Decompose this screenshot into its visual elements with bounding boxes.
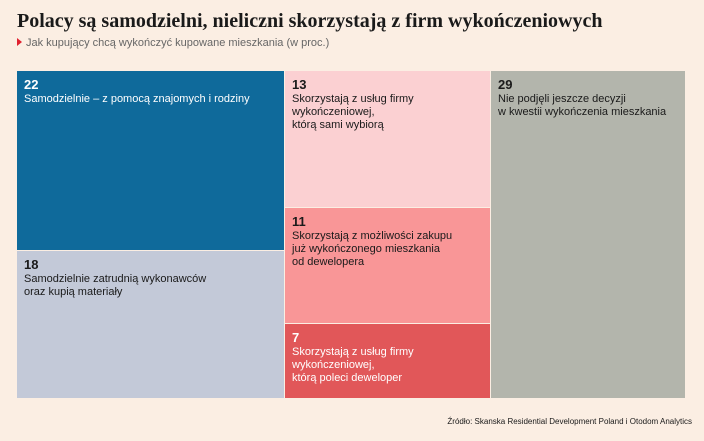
- treemap-chart: 22 Samodzielnie – z pomocą znajomych i ro…: [17, 71, 687, 398]
- cell-label: Nie podjęli jeszcze decyzji w kwestii wy…: [498, 93, 667, 118]
- cell-value: 7: [292, 330, 300, 345]
- source-note: Źródło: Skanska Residential Development …: [447, 417, 692, 426]
- cell-label: Skorzystają z usług firmy wykończeniowej…: [292, 93, 414, 131]
- cell-value: 29: [498, 77, 513, 92]
- treemap-cell: 22 Samodzielnie – z pomocą znajomych i ro…: [17, 71, 284, 250]
- cell-value: 11: [292, 214, 306, 229]
- cell-label: Samodzielnie zatrudnią wykonawców oraz k…: [24, 273, 207, 298]
- treemap-cell: 18 Samodzielnie zatrudnią wykonawców oraz…: [17, 251, 284, 398]
- cell-value: 13: [292, 77, 307, 92]
- red-triangle-icon: [17, 38, 22, 46]
- treemap-cell: 29 Nie podjęli jeszcze decyzji w kwestii …: [491, 71, 685, 398]
- chart-subtitle: Jak kupujący chcą wykończyć kupowane mie…: [17, 37, 329, 49]
- cell-label: Samodzielnie – z pomocą znajomych i rodz…: [24, 93, 250, 105]
- treemap-cell: 13 Skorzystają z usług firmy wykończeniow…: [285, 71, 490, 207]
- cell-value: 18: [24, 257, 39, 272]
- cell-value: 22: [24, 77, 39, 92]
- treemap-cell: 11 Skorzystają z możliwości zakupu już wy…: [285, 208, 490, 323]
- cell-label: Skorzystają z możliwości zakupu już wyko…: [292, 230, 453, 268]
- cell-label: Skorzystają z usług firmy wykończeniowej…: [292, 346, 414, 384]
- treemap-cell: 7 Skorzystają z usług firmy wykończeniowe…: [285, 324, 490, 398]
- chart-title: Polacy są samodzielni, nieliczni skorzys…: [17, 10, 603, 32]
- chart-subtitle-text: Jak kupujący chcą wykończyć kupowane mie…: [26, 37, 330, 49]
